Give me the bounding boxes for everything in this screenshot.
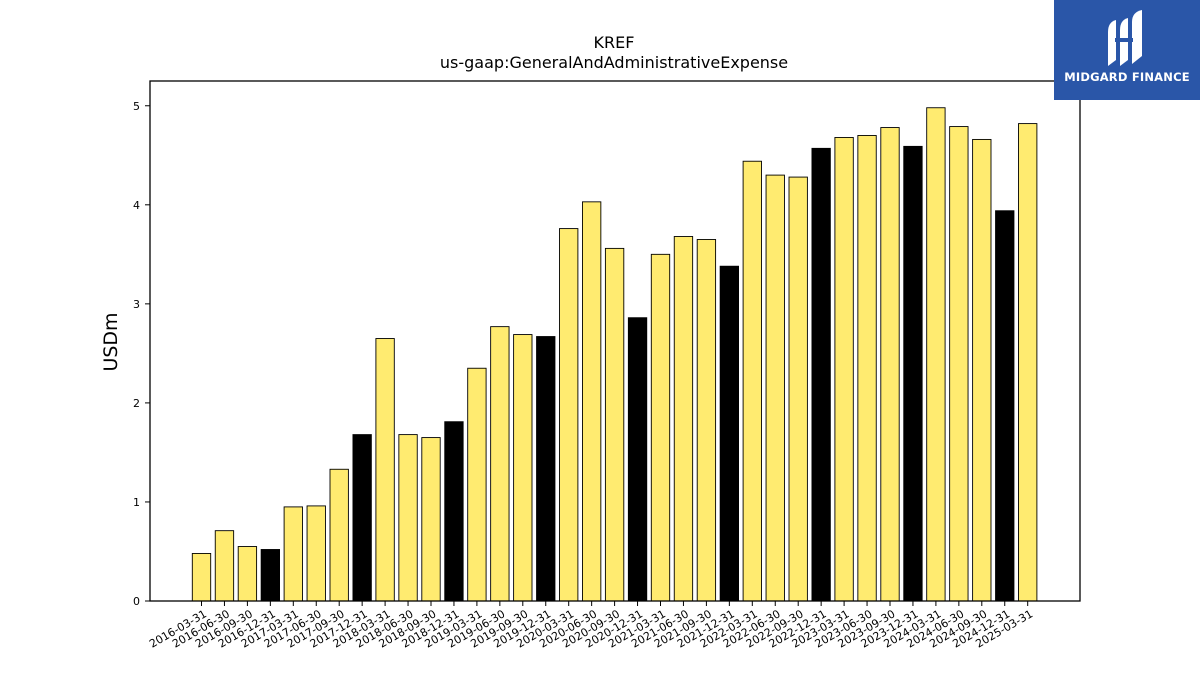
bar-2024-12-31	[995, 210, 1015, 602]
y-tick-label: 0	[133, 595, 140, 608]
bar-2017-06-30	[306, 505, 326, 602]
midgard-logo-icon	[1108, 10, 1142, 66]
bar-2017-03-31	[283, 506, 303, 602]
bar-2023-09-30	[880, 127, 900, 602]
bar-2018-03-31	[375, 338, 395, 602]
y-tick-label: 4	[133, 199, 140, 212]
bar-2022-03-31	[742, 160, 762, 602]
plot-frame	[149, 80, 1081, 602]
bar-2023-06-30	[857, 135, 877, 602]
bar-2020-12-31	[627, 317, 648, 602]
bar-2022-12-31	[811, 147, 831, 602]
bar-2021-03-31	[650, 253, 671, 602]
bar-2018-12-31	[444, 421, 464, 602]
bar-2023-12-31	[903, 145, 923, 602]
bar-2019-06-30	[490, 326, 510, 602]
chart-title: KREF	[594, 33, 635, 52]
bar-2020-09-30	[604, 247, 625, 602]
bar-2020-06-30	[582, 201, 602, 602]
bar-2016-09-30	[237, 546, 258, 602]
bar-2023-03-31	[834, 137, 854, 602]
bar-2019-03-31	[467, 367, 487, 602]
bar-2020-03-31	[559, 228, 579, 602]
bar-2024-09-30	[972, 138, 992, 602]
bar-2017-09-30	[329, 468, 349, 602]
midgard-finance-logo: MIDGARD FINANCE	[1054, 0, 1200, 100]
bar-2025-03-31	[1018, 123, 1038, 602]
bar-2019-09-30	[513, 334, 533, 602]
bar-2018-06-30	[398, 434, 418, 602]
bar-2016-06-30	[214, 530, 235, 602]
bar-2022-06-30	[765, 174, 785, 602]
bar-2019-12-31	[536, 336, 556, 602]
chart-subtitle: us-gaap:GeneralAndAdministrativeExpense	[440, 53, 788, 72]
bar-2022-09-30	[788, 176, 808, 602]
bar-2021-09-30	[696, 239, 717, 602]
bar-2016-12-31	[260, 549, 280, 602]
bar-2017-12-31	[352, 434, 372, 602]
y-axis-label: USDm	[100, 312, 122, 371]
y-tick-label: 1	[133, 496, 140, 509]
y-tick-label: 2	[133, 397, 140, 410]
bar-2021-06-30	[673, 236, 694, 602]
bar-2018-09-30	[421, 437, 441, 602]
bar-2021-12-31	[719, 265, 740, 602]
bar-2024-03-31	[926, 107, 946, 602]
logo-text: MIDGARD FINANCE	[1064, 70, 1190, 84]
bar-2016-03-31	[191, 553, 212, 602]
y-tick-label: 5	[133, 100, 140, 113]
bar-2024-06-30	[949, 126, 969, 602]
y-tick-label: 3	[133, 298, 140, 311]
